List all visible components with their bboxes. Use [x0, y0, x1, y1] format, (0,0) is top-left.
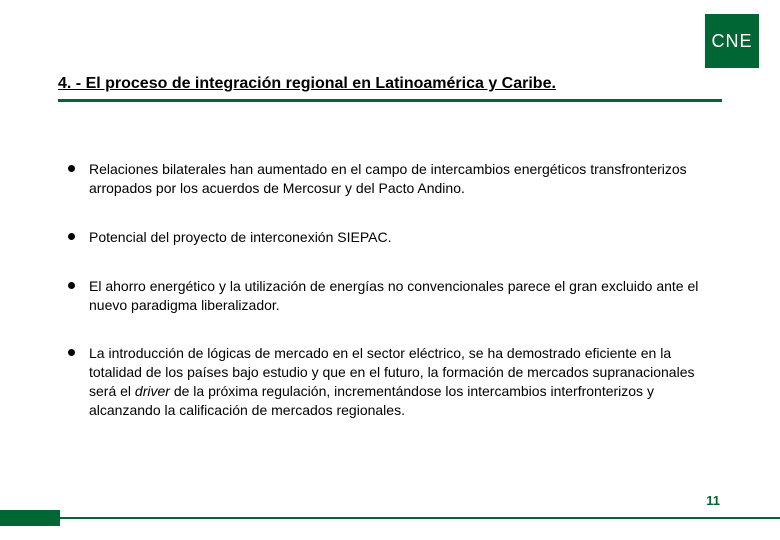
bullet-text: Relaciones bilaterales han aumentado en …	[89, 160, 720, 198]
bullet-icon	[68, 349, 75, 356]
logo-box: CNE	[705, 14, 759, 68]
page-number: 11	[706, 493, 720, 508]
logo-text: CNE	[711, 31, 752, 52]
footer-bar	[0, 510, 780, 526]
footer-accent-line	[60, 517, 780, 519]
bullet-icon	[68, 233, 75, 240]
list-item: El ahorro energético y la utilización de…	[68, 277, 720, 315]
list-item: La introducción de lógicas de mercado en…	[68, 344, 720, 420]
title-underline	[58, 99, 722, 102]
slide-title: 4. - El proceso de integración regional …	[58, 75, 722, 93]
title-area: 4. - El proceso de integración regional …	[58, 75, 722, 102]
bullet-text: La introducción de lógicas de mercado en…	[89, 344, 720, 420]
bullet-text: El ahorro energético y la utilización de…	[89, 277, 720, 315]
footer-accent-block	[0, 510, 60, 526]
list-item: Potencial del proyecto de interconexión …	[68, 228, 720, 247]
list-item: Relaciones bilaterales han aumentado en …	[68, 160, 720, 198]
bullet-text: Potencial del proyecto de interconexión …	[89, 228, 720, 247]
bullet-icon	[68, 282, 75, 289]
bullet-list: Relaciones bilaterales han aumentado en …	[68, 160, 720, 450]
bullet-icon	[68, 165, 75, 172]
